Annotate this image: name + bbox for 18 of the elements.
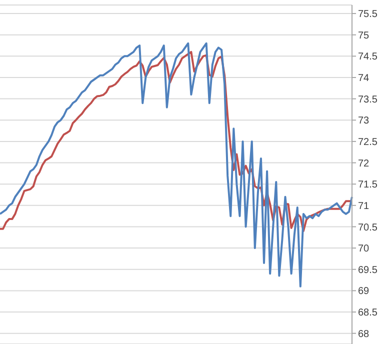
y-tick-label: 69.5	[358, 264, 378, 276]
y-tick-label: 68	[358, 328, 370, 340]
y-tick-label: 71.5	[358, 180, 378, 191]
y-tick-label: 72.5	[358, 137, 378, 148]
y-tick-label: 74.5	[358, 52, 378, 63]
y-tick-label: 74	[358, 73, 370, 84]
y-tick-label: 72	[358, 158, 370, 170]
line-series	[0, 42, 353, 288]
y-tick-label: 73	[358, 116, 370, 127]
y-tick-label: 70.5	[358, 222, 378, 234]
y-tick-label: 70	[358, 244, 370, 255]
y-tick-label: 73.5	[358, 94, 378, 106]
y-tick-label: 69	[358, 286, 370, 298]
y-tick-label: 75.5	[358, 9, 378, 20]
y-tick-label: 71	[358, 200, 370, 212]
y-tick-label: 75	[358, 30, 370, 42]
line-series	[0, 50, 353, 232]
y-tick-label: 68.5	[358, 308, 378, 319]
